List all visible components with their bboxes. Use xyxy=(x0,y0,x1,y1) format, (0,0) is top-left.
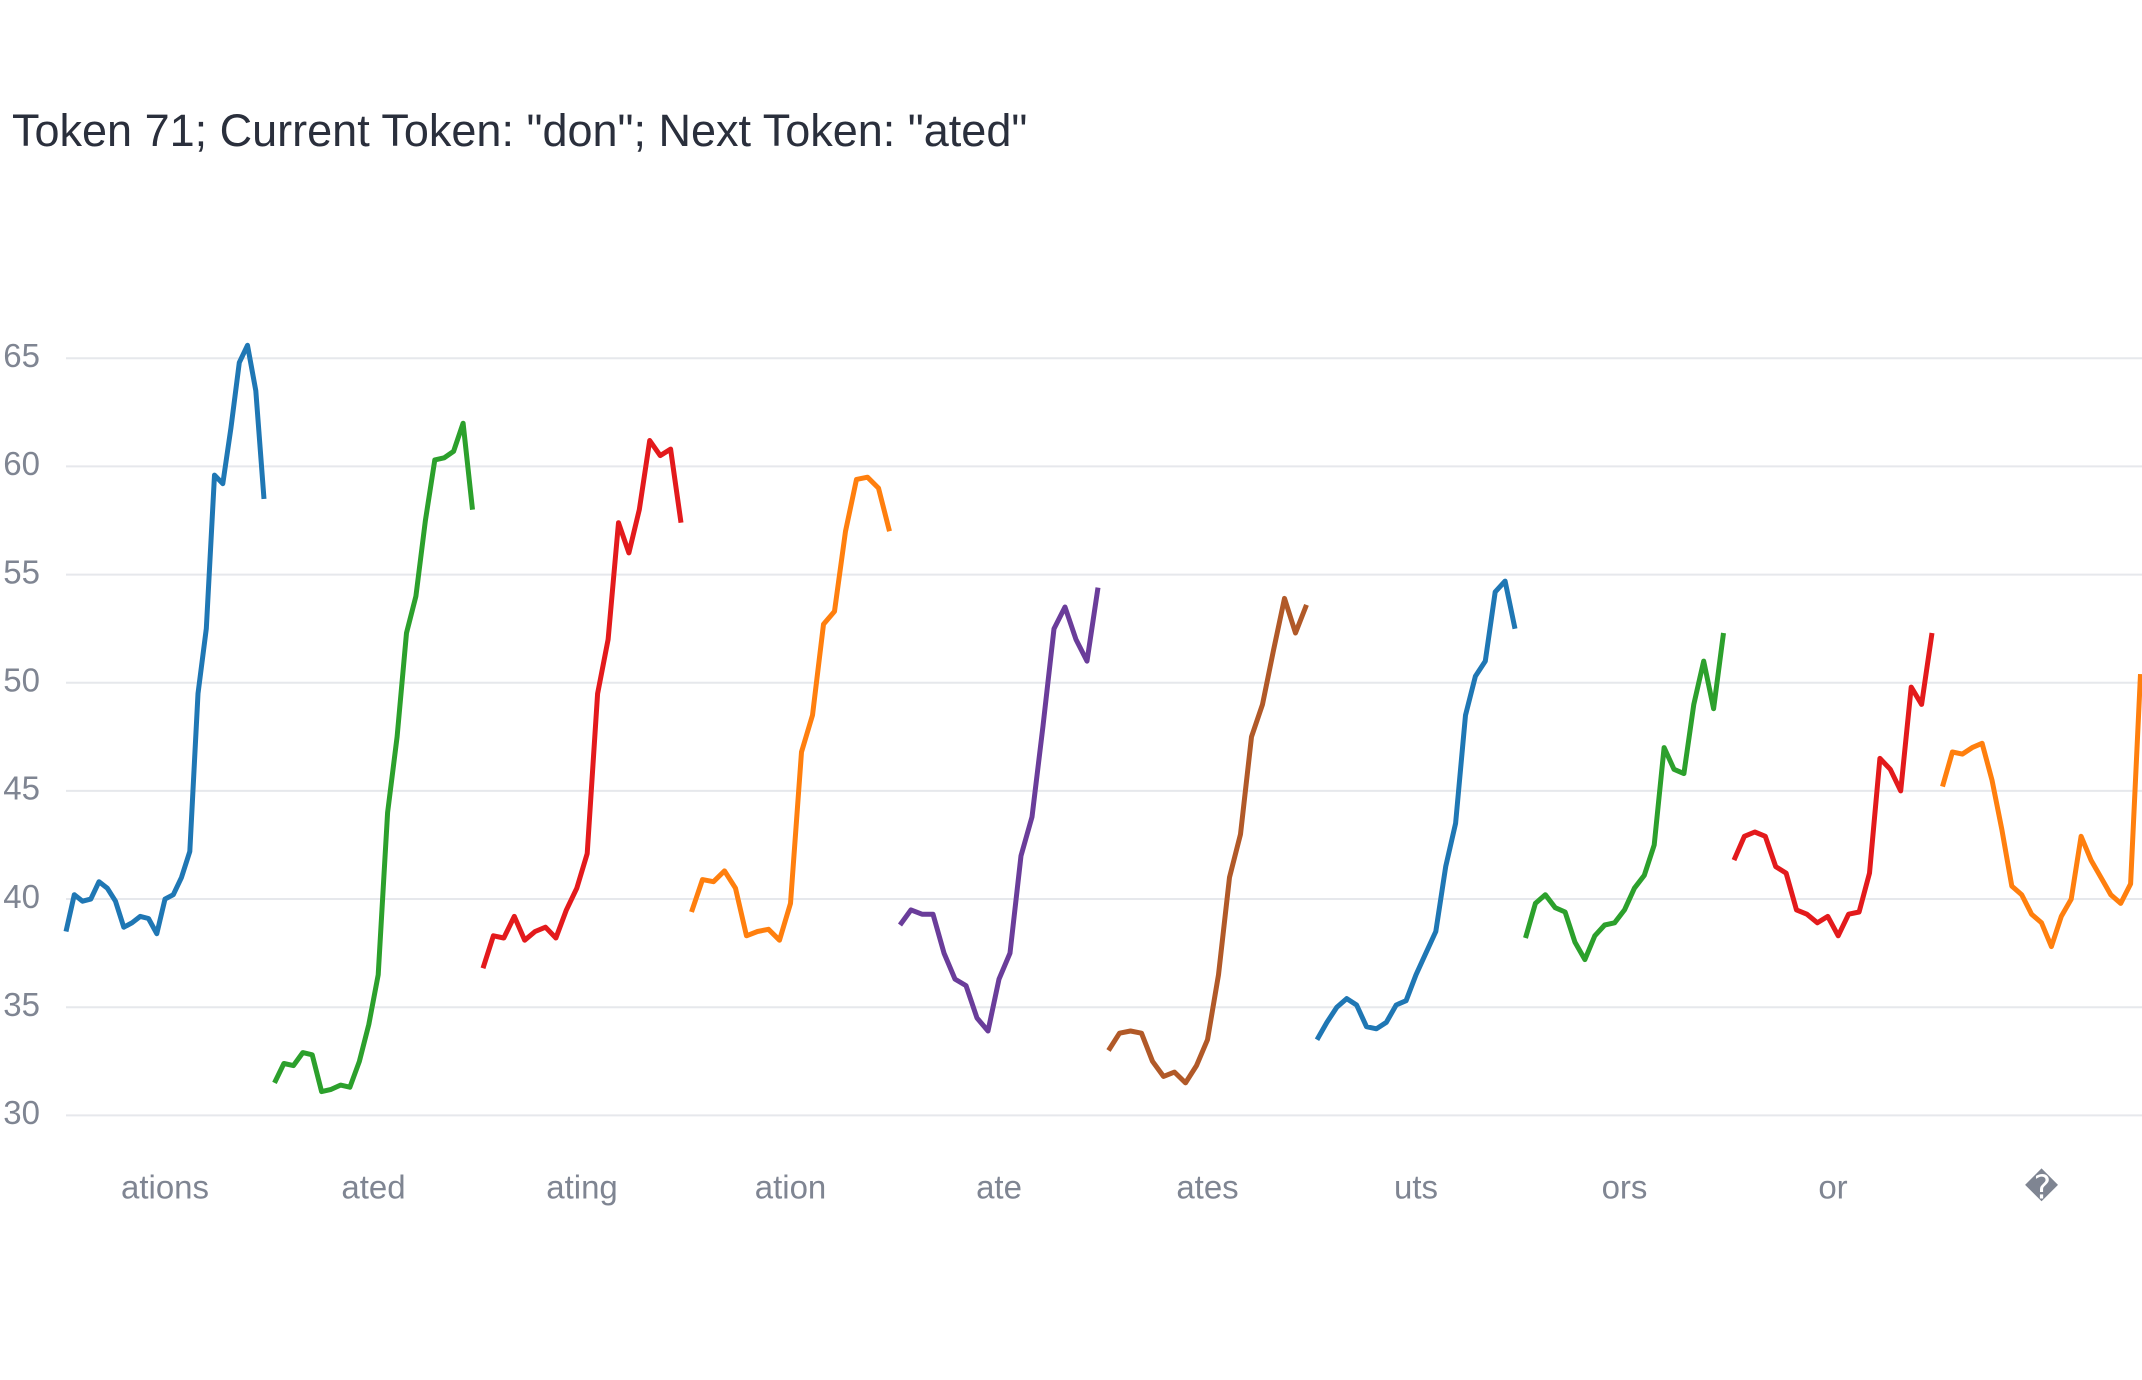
x-tick-label: � xyxy=(2025,1168,2059,1206)
series-line xyxy=(689,474,892,943)
series-line xyxy=(1940,673,2142,950)
x-tick-label: ating xyxy=(546,1169,618,1206)
y-tick-label: 45 xyxy=(3,770,40,807)
x-tick-label: ors xyxy=(1602,1169,1648,1206)
y-tick-label: 60 xyxy=(3,445,40,482)
y-tick-label: 50 xyxy=(3,661,40,698)
y-tick-label: 55 xyxy=(3,553,40,590)
series-line xyxy=(1106,595,1309,1086)
x-tick-label: ates xyxy=(1176,1169,1238,1206)
series-line xyxy=(1523,632,1726,963)
x-tick-label: ated xyxy=(341,1169,405,1206)
x-tick-label: uts xyxy=(1394,1169,1438,1206)
x-tick-label: ation xyxy=(755,1169,827,1206)
series-line xyxy=(1314,578,1518,1041)
x-tick-label: ate xyxy=(976,1169,1022,1206)
series-line xyxy=(480,438,684,970)
series-line xyxy=(897,587,1101,1034)
chart-title: Token 71; Current Token: "don"; Next Tok… xyxy=(12,105,1027,156)
y-tick-label: 35 xyxy=(3,986,40,1023)
x-tick-label: or xyxy=(1818,1169,1847,1206)
series-line xyxy=(272,420,475,1095)
series-line xyxy=(63,342,267,937)
y-tick-label: 40 xyxy=(3,878,40,915)
x-tick-label: ations xyxy=(121,1169,209,1206)
series-line xyxy=(1731,632,1935,939)
y-tick-label: 65 xyxy=(3,337,40,374)
y-tick-label: 30 xyxy=(3,1094,40,1131)
